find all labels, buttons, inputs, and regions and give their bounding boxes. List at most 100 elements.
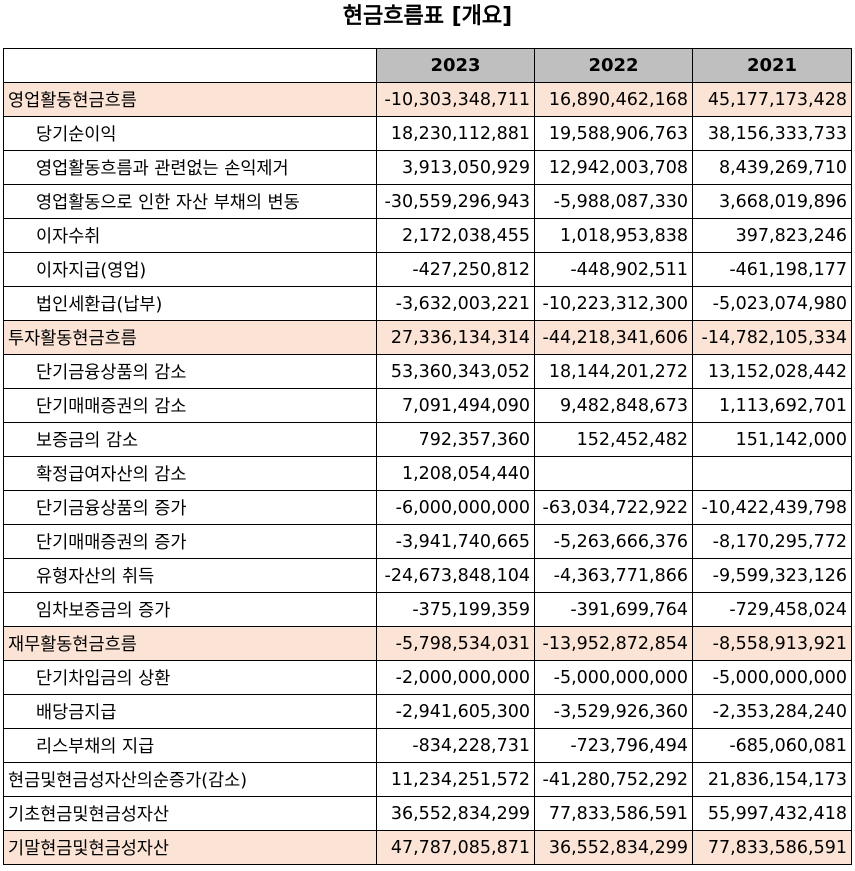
value-cell: -5,988,087,330 bbox=[534, 184, 693, 219]
header-cell-year: 2021 bbox=[692, 48, 852, 83]
table-row: 이자수취 2,172,038,455 1,018,953,838 397,823,24… bbox=[3, 218, 852, 253]
value-cell: 152,452,482 bbox=[534, 422, 693, 457]
row-label: 투자활동현금흐름 bbox=[3, 320, 377, 355]
value-cell: 11,234,251,572 bbox=[376, 762, 535, 797]
table-row: 재무활동현금흐름 -5,798,534,031 -13,952,872,854 -8,… bbox=[3, 626, 852, 661]
row-label: 보증금의 감소 bbox=[3, 422, 377, 457]
row-label: 영업활동흐름과 관련없는 손익제거 bbox=[3, 150, 377, 185]
table-row: 영업활동으로 인한 자산 부채의 변동 -30,559,296,943 -5,988… bbox=[3, 184, 852, 219]
value-cell: 77,833,586,591 bbox=[692, 830, 852, 865]
value-cell: 397,823,246 bbox=[692, 218, 852, 253]
value-cell: 1,113,692,701 bbox=[692, 388, 852, 423]
row-label: 단기금융상품의 감소 bbox=[3, 354, 377, 389]
value-cell: -10,422,439,798 bbox=[692, 490, 852, 525]
value-cell: -723,796,494 bbox=[534, 728, 693, 763]
table-row: 현금및현금성자산의순증가(감소) 11,234,251,572 -41,280,75… bbox=[3, 762, 852, 797]
value-cell: 1,208,054,440 bbox=[376, 456, 535, 491]
table-row: 유형자산의 취득 -24,673,848,104 -4,363,771,866 -9,… bbox=[3, 558, 852, 593]
value-cell: -10,223,312,300 bbox=[534, 286, 693, 321]
value-cell: 18,144,201,272 bbox=[534, 354, 693, 389]
value-cell: -63,034,722,922 bbox=[534, 490, 693, 525]
value-cell: -13,952,872,854 bbox=[534, 626, 693, 661]
value-cell: 13,152,028,442 bbox=[692, 354, 852, 389]
value-cell: 45,177,173,428 bbox=[692, 82, 852, 117]
row-label: 리스부채의 지급 bbox=[3, 728, 377, 763]
value-cell: 21,836,154,173 bbox=[692, 762, 852, 797]
value-cell: -5,023,074,980 bbox=[692, 286, 852, 321]
value-cell: 7,091,494,090 bbox=[376, 388, 535, 423]
row-label: 단기매매증권의 감소 bbox=[3, 388, 377, 423]
header-cell-year: 2023 bbox=[376, 48, 535, 83]
value-cell: -41,280,752,292 bbox=[534, 762, 693, 797]
value-cell: -834,228,731 bbox=[376, 728, 535, 763]
value-cell: 55,997,432,418 bbox=[692, 796, 852, 831]
table-row: 이자지급(영업) -427,250,812 -448,902,511 -461,198… bbox=[3, 252, 852, 287]
row-label: 영업활동현금흐름 bbox=[3, 82, 377, 117]
value-cell: -5,798,534,031 bbox=[376, 626, 535, 661]
row-label: 기말현금및현금성자산 bbox=[3, 830, 377, 865]
table-row: 영업활동현금흐름 -10,303,348,711 16,890,462,168 45,… bbox=[3, 82, 852, 117]
table-row: 투자활동현금흐름 27,336,134,314 -44,218,341,606 -14… bbox=[3, 320, 852, 355]
value-cell: -3,941,740,665 bbox=[376, 524, 535, 559]
value-cell: 77,833,586,591 bbox=[534, 796, 693, 831]
row-label: 단기매매증권의 증가 bbox=[3, 524, 377, 559]
table-row: 당기순이익 18,230,112,881 19,588,906,763 38,156,… bbox=[3, 116, 852, 151]
value-cell: 53,360,343,052 bbox=[376, 354, 535, 389]
row-label: 현금및현금성자산의순증가(감소) bbox=[3, 762, 377, 797]
table-row: 단기매매증권의 증가 -3,941,740,665 -5,263,666,376 -8… bbox=[3, 524, 852, 559]
value-cell: -4,363,771,866 bbox=[534, 558, 693, 593]
row-label: 이자수취 bbox=[3, 218, 377, 253]
value-cell: 18,230,112,881 bbox=[376, 116, 535, 151]
value-cell: 19,588,906,763 bbox=[534, 116, 693, 151]
value-cell: -14,782,105,334 bbox=[692, 320, 852, 355]
table-row: 단기매매증권의 감소 7,091,494,090 9,482,848,673 1,11… bbox=[3, 388, 852, 423]
value-cell: -5,263,666,376 bbox=[534, 524, 693, 559]
cash-flow-table: 2023 2022 2021 영업활동현금흐름 -10,303,348,711 16… bbox=[3, 48, 852, 865]
value-cell: 792,357,360 bbox=[376, 422, 535, 457]
value-cell: -44,218,341,606 bbox=[534, 320, 693, 355]
table-row: 단기금융상품의 증가 -6,000,000,000 -63,034,722,922-… bbox=[3, 490, 852, 525]
header-cell-year: 2022 bbox=[534, 48, 693, 83]
value-cell: -427,250,812 bbox=[376, 252, 535, 287]
row-label: 단기금융상품의 증가 bbox=[3, 490, 377, 525]
table-row: 기말현금및현금성자산 47,787,085,871 36,552,834,299 77… bbox=[3, 830, 852, 865]
row-label: 임차보증금의 증가 bbox=[3, 592, 377, 627]
table-row: 보증금의 감소 792,357,360 152,452,482 151,142,000 bbox=[3, 422, 852, 457]
value-cell: 16,890,462,168 bbox=[534, 82, 693, 117]
row-label: 배당금지급 bbox=[3, 694, 377, 729]
row-label: 단기차입금의 상환 bbox=[3, 660, 377, 695]
value-cell: 1,018,953,838 bbox=[534, 218, 693, 253]
value-cell: -6,000,000,000 bbox=[376, 490, 535, 525]
row-label: 당기순이익 bbox=[3, 116, 377, 151]
value-cell: -8,170,295,772 bbox=[692, 524, 852, 559]
value-cell: -685,060,081 bbox=[692, 728, 852, 763]
row-label: 재무활동현금흐름 bbox=[3, 626, 377, 661]
header-row: 2023 2022 2021 bbox=[3, 48, 852, 83]
table-row: 확정급여자산의 감소 1,208,054,440 bbox=[3, 456, 852, 491]
value-cell: -30,559,296,943 bbox=[376, 184, 535, 219]
value-cell: -3,632,003,221 bbox=[376, 286, 535, 321]
row-label: 기초현금및현금성자산 bbox=[3, 796, 377, 831]
value-cell: -3,529,926,360 bbox=[534, 694, 693, 729]
row-label: 이자지급(영업) bbox=[3, 252, 377, 287]
value-cell: -2,941,605,300 bbox=[376, 694, 535, 729]
value-cell: 9,482,848,673 bbox=[534, 388, 693, 423]
table-row: 리스부채의 지급 -834,228,731 -723,796,494 -685,060… bbox=[3, 728, 852, 763]
value-cell: 36,552,834,299 bbox=[376, 796, 535, 831]
table-row: 법인세환급(납부) -3,632,003,221 -10,223,312,300 -5… bbox=[3, 286, 852, 321]
value-cell: -8,558,913,921 bbox=[692, 626, 852, 661]
value-cell: 36,552,834,299 bbox=[534, 830, 693, 865]
value-cell: -2,353,284,240 bbox=[692, 694, 852, 729]
table-row: 임차보증금의 증가 -375,199,359 -391,699,764 -729,45… bbox=[3, 592, 852, 627]
row-label: 확정급여자산의 감소 bbox=[3, 456, 377, 491]
value-cell bbox=[534, 456, 693, 491]
value-cell: -10,303,348,711 bbox=[376, 82, 535, 117]
table-row: 영업활동흐름과 관련없는 손익제거 3,913,050,929 12,942,003… bbox=[3, 150, 852, 185]
row-label: 영업활동으로 인한 자산 부채의 변동 bbox=[3, 184, 377, 219]
value-cell: -729,458,024 bbox=[692, 592, 852, 627]
value-cell: 12,942,003,708 bbox=[534, 150, 693, 185]
value-cell: -24,673,848,104 bbox=[376, 558, 535, 593]
value-cell: 8,439,269,710 bbox=[692, 150, 852, 185]
header-cell-blank bbox=[3, 48, 377, 83]
value-cell: -9,599,323,126 bbox=[692, 558, 852, 593]
